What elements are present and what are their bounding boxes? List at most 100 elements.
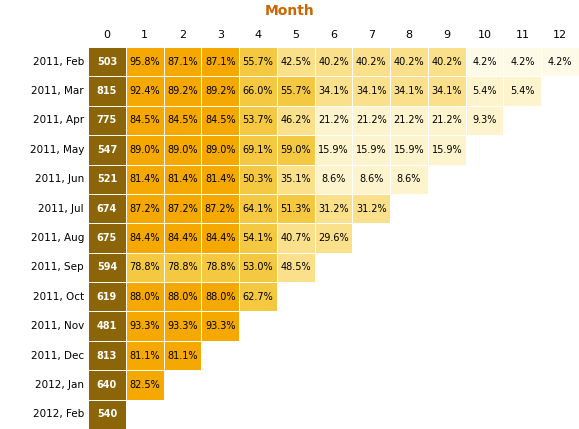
Text: 55.7%: 55.7% [280,86,311,96]
Text: 540: 540 [97,409,117,419]
Text: 81.1%: 81.1% [129,350,160,360]
Text: Month: Month [265,4,314,18]
Text: 93.3%: 93.3% [167,321,197,331]
Text: 84.5%: 84.5% [205,115,236,125]
Text: 2011, Mar: 2011, Mar [31,86,84,96]
Text: 59.0%: 59.0% [280,145,311,155]
Text: 40.7%: 40.7% [280,233,311,243]
Text: 35.1%: 35.1% [280,174,311,184]
Text: 2011, Apr: 2011, Apr [33,115,84,125]
Text: 40.2%: 40.2% [318,57,349,66]
Text: 81.4%: 81.4% [205,174,236,184]
Text: 15.9%: 15.9% [431,145,462,155]
Text: 40.2%: 40.2% [431,57,462,66]
Text: 78.8%: 78.8% [205,263,236,272]
Text: 89.0%: 89.0% [167,145,197,155]
Text: 10: 10 [478,30,492,39]
Text: 15.9%: 15.9% [318,145,349,155]
Text: 2012, Jan: 2012, Jan [35,380,84,390]
Text: 8.6%: 8.6% [359,174,383,184]
Text: 87.2%: 87.2% [205,204,236,214]
Text: 2011, Aug: 2011, Aug [31,233,84,243]
Text: 48.5%: 48.5% [280,263,311,272]
Text: 78.8%: 78.8% [167,263,198,272]
Text: 87.2%: 87.2% [129,204,160,214]
Text: 675: 675 [97,233,117,243]
Text: 21.2%: 21.2% [318,115,349,125]
Text: 84.5%: 84.5% [167,115,198,125]
Text: 29.6%: 29.6% [318,233,349,243]
Text: 53.7%: 53.7% [243,115,273,125]
Text: 2: 2 [179,30,186,39]
Text: 31.2%: 31.2% [356,204,387,214]
Text: 813: 813 [97,350,117,360]
Text: 481: 481 [97,321,117,331]
Text: 1: 1 [141,30,148,39]
Text: 89.2%: 89.2% [205,86,236,96]
Text: 503: 503 [97,57,117,66]
Text: 4.2%: 4.2% [548,57,573,66]
Text: 521: 521 [97,174,117,184]
Text: 21.2%: 21.2% [394,115,424,125]
Text: 93.3%: 93.3% [205,321,236,331]
Text: 7: 7 [368,30,375,39]
Text: 8: 8 [405,30,413,39]
Text: 51.3%: 51.3% [280,204,311,214]
Text: 4.2%: 4.2% [510,57,534,66]
Text: 81.4%: 81.4% [129,174,160,184]
Text: 78.8%: 78.8% [129,263,160,272]
Text: 2011, Dec: 2011, Dec [31,350,84,360]
Text: 34.1%: 34.1% [356,86,387,96]
Text: 88.0%: 88.0% [129,292,160,302]
Text: 640: 640 [97,380,117,390]
Text: 34.1%: 34.1% [431,86,462,96]
Text: 92.4%: 92.4% [129,86,160,96]
Text: 84.4%: 84.4% [205,233,236,243]
Text: 2011, Nov: 2011, Nov [31,321,84,331]
Text: 12: 12 [553,30,567,39]
Text: 4.2%: 4.2% [472,57,497,66]
Text: 547: 547 [97,145,117,155]
Text: 2011, Jun: 2011, Jun [35,174,84,184]
Text: 55.7%: 55.7% [243,57,273,66]
Text: 93.3%: 93.3% [129,321,160,331]
Text: 775: 775 [97,115,117,125]
Text: 15.9%: 15.9% [394,145,424,155]
Text: 81.4%: 81.4% [167,174,197,184]
Text: 81.1%: 81.1% [167,350,197,360]
Text: 40.2%: 40.2% [356,57,387,66]
Text: 2011, May: 2011, May [30,145,84,155]
Text: 88.0%: 88.0% [205,292,236,302]
Text: 53.0%: 53.0% [243,263,273,272]
Text: 2011, Feb: 2011, Feb [33,57,84,66]
Text: 0: 0 [104,30,111,39]
Text: 69.1%: 69.1% [243,145,273,155]
Text: 46.2%: 46.2% [280,115,311,125]
Text: 89.0%: 89.0% [129,145,160,155]
Text: 4: 4 [254,30,262,39]
Text: 87.1%: 87.1% [205,57,236,66]
Text: 2011, Jul: 2011, Jul [38,204,84,214]
Text: 3: 3 [217,30,223,39]
Text: 62.7%: 62.7% [243,292,273,302]
Text: 42.5%: 42.5% [280,57,311,66]
Text: 594: 594 [97,263,117,272]
Text: 674: 674 [97,204,117,214]
Text: 2012, Feb: 2012, Feb [33,409,84,419]
Text: 50.3%: 50.3% [243,174,273,184]
Text: 11: 11 [515,30,529,39]
Text: 87.1%: 87.1% [167,57,198,66]
Text: 9.3%: 9.3% [472,115,497,125]
Text: 5.4%: 5.4% [472,86,497,96]
Text: 9: 9 [444,30,450,39]
Text: 88.0%: 88.0% [167,292,197,302]
Text: 34.1%: 34.1% [318,86,349,96]
Text: 84.4%: 84.4% [167,233,197,243]
Text: 2011, Oct: 2011, Oct [33,292,84,302]
Text: 95.8%: 95.8% [129,57,160,66]
Text: 87.2%: 87.2% [167,204,198,214]
Text: 82.5%: 82.5% [129,380,160,390]
Text: 8.6%: 8.6% [397,174,422,184]
Text: 15.9%: 15.9% [356,145,387,155]
Text: 21.2%: 21.2% [356,115,387,125]
